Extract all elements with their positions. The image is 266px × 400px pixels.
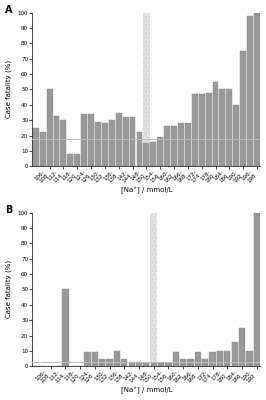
Bar — [136, 362, 142, 366]
X-axis label: [Na⁺] / mmol/L: [Na⁺] / mmol/L — [120, 187, 172, 194]
Bar — [116, 112, 122, 166]
Bar — [151, 363, 157, 366]
Bar — [62, 290, 69, 366]
Text: A: A — [5, 5, 13, 15]
Bar — [81, 114, 87, 166]
Bar — [121, 359, 127, 366]
Bar — [95, 122, 101, 166]
Bar — [206, 92, 211, 166]
Bar — [102, 123, 108, 166]
Bar — [178, 123, 184, 166]
Bar — [143, 363, 149, 366]
Bar — [213, 82, 218, 166]
Bar — [84, 352, 91, 366]
Bar — [123, 117, 128, 166]
Bar — [92, 352, 98, 366]
Bar — [150, 212, 157, 366]
Bar — [247, 16, 253, 166]
Bar — [128, 362, 135, 366]
Bar — [158, 363, 164, 366]
Bar — [202, 359, 208, 366]
Bar — [99, 359, 105, 366]
Bar — [240, 51, 246, 166]
Bar — [219, 90, 225, 166]
Bar — [136, 132, 142, 166]
Bar — [109, 120, 115, 166]
Bar — [106, 359, 113, 366]
Bar — [33, 128, 39, 166]
Bar — [47, 90, 52, 166]
Bar — [60, 120, 66, 166]
Bar — [239, 328, 245, 366]
Bar — [164, 126, 170, 166]
Bar — [165, 363, 172, 366]
Bar — [143, 143, 149, 166]
Bar — [114, 351, 120, 366]
Bar — [173, 352, 179, 366]
Bar — [217, 351, 223, 366]
Y-axis label: Case fatality (%): Case fatality (%) — [6, 260, 12, 318]
Bar — [180, 359, 186, 366]
Bar — [150, 142, 156, 166]
Bar — [74, 154, 80, 166]
Bar — [67, 154, 73, 166]
Bar — [224, 351, 230, 366]
X-axis label: [Na⁺] / mmol/L: [Na⁺] / mmol/L — [120, 387, 172, 394]
Bar — [53, 116, 59, 166]
Bar — [143, 12, 150, 166]
Bar — [130, 117, 135, 166]
Y-axis label: Case fatality (%): Case fatality (%) — [6, 60, 12, 118]
Bar — [246, 351, 252, 366]
Bar — [157, 137, 163, 166]
Bar — [232, 342, 238, 366]
Bar — [40, 132, 45, 166]
Bar — [233, 105, 239, 166]
Bar — [195, 352, 201, 366]
Bar — [254, 12, 260, 166]
Bar — [88, 114, 94, 166]
Bar — [254, 212, 260, 366]
Bar — [199, 94, 205, 166]
Bar — [171, 126, 177, 166]
Text: B: B — [5, 205, 12, 215]
Bar — [226, 90, 232, 166]
Bar — [187, 359, 194, 366]
Bar — [192, 94, 198, 166]
Bar — [209, 352, 216, 366]
Bar — [185, 123, 191, 166]
